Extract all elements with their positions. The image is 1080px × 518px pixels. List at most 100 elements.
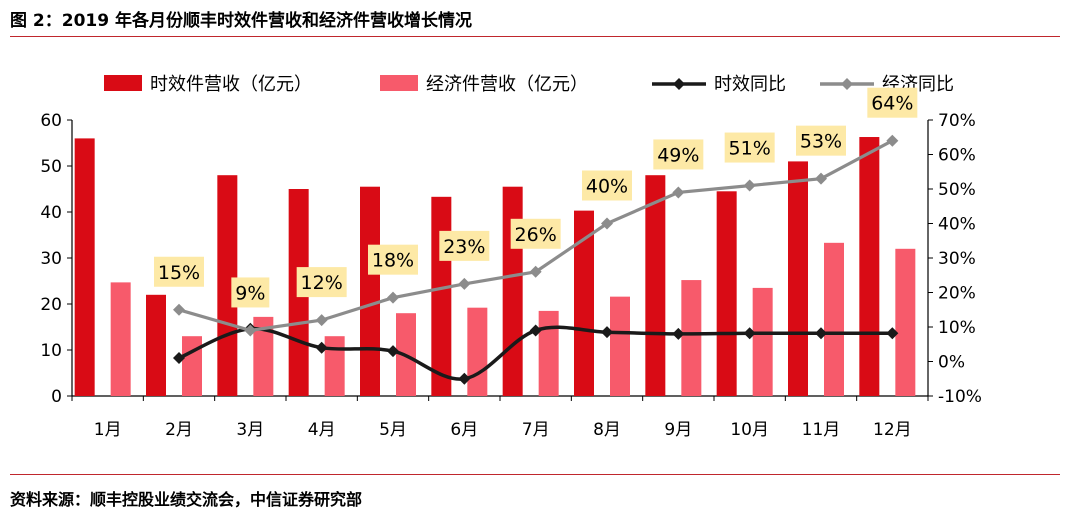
express-yoy-marker [529, 324, 542, 337]
right-tick-label: 20% [938, 284, 976, 304]
x-tick-label: 4月 [308, 420, 336, 440]
chart-legend: 时效件营收（亿元） 经济件营收（亿元） 时效同比 经济同比 [104, 74, 954, 95]
express-yoy-marker [815, 327, 827, 340]
data-label: 49% [657, 144, 699, 166]
x-tick-label: 3月 [236, 420, 264, 440]
data-label-box [439, 230, 490, 261]
express-revenue-bar [502, 186, 523, 396]
economy-yoy-marker [315, 314, 328, 327]
economy-yoy-marker [173, 303, 185, 316]
data-label-box [724, 132, 775, 163]
express-revenue-bar [574, 210, 594, 396]
economy-yoy-marker [886, 134, 899, 147]
right-tick-label: -10% [938, 387, 982, 407]
x-tick-label: 10月 [730, 420, 769, 440]
data-label: 18% [372, 250, 414, 272]
data-label-box [368, 244, 418, 275]
right-tick-label: 30% [938, 249, 976, 269]
right-tick-label: 60% [938, 146, 976, 166]
economy-yoy-marker [672, 186, 685, 199]
economy-revenue-bar [538, 310, 559, 396]
express-yoy-marker [315, 341, 328, 354]
chart-bars [74, 137, 916, 396]
right-tick-label: 0% [938, 353, 965, 373]
x-tick-label: 9月 [664, 420, 692, 440]
data-label: 23% [443, 236, 485, 258]
data-label: 9% [235, 282, 265, 304]
legend-express-revenue-label: 时效件营收（亿元） [150, 74, 312, 95]
data-label-box [510, 218, 561, 249]
economy-yoy-marker [743, 179, 756, 192]
x-tick-label: 2月 [165, 420, 193, 440]
data-label-box [796, 125, 846, 156]
data-label: 26% [515, 224, 557, 246]
economy-revenue-bar [467, 307, 488, 396]
combo-chart: 时效件营收（亿元） 经济件营收（亿元） 时效同比 经济同比 0102030405060… [40, 74, 982, 440]
data-label: 53% [800, 131, 842, 153]
title-rule [10, 36, 1060, 37]
x-tick-label: 11月 [802, 420, 841, 440]
data-label: 12% [301, 272, 343, 294]
legend-economy-revenue-label: 经济件营收（亿元） [426, 74, 588, 95]
legend-express-revenue-swatch [104, 75, 142, 91]
economy-revenue-bar [752, 287, 773, 396]
right-tick-label: 50% [938, 180, 976, 200]
economy-revenue-bar [110, 282, 131, 396]
express-revenue-bar [146, 294, 166, 396]
data-label-box [231, 277, 270, 308]
left-tick-label: 20 [40, 295, 62, 315]
x-tick-label: 7月 [522, 420, 550, 440]
data-label-box [154, 256, 204, 287]
legend-economy-revenue-swatch [380, 75, 418, 91]
economy-yoy-marker [601, 217, 613, 230]
legend-economy-yoy-marker [841, 78, 853, 90]
data-label-box [296, 267, 347, 298]
legend-express-yoy-marker [673, 78, 685, 90]
x-tick-label: 12月 [873, 420, 912, 440]
data-label-box [582, 170, 632, 201]
economy-yoy-marker [458, 277, 471, 290]
right-tick-label: 40% [938, 215, 976, 235]
x-tick-label: 1月 [94, 420, 122, 440]
source-note: 资料来源：顺丰控股业绩交流会，中信证券研究部 [10, 490, 363, 509]
economy-revenue-bar [253, 316, 274, 396]
economy-yoy-marker [244, 324, 257, 337]
express-revenue-bar [74, 138, 95, 396]
express-revenue-bar [431, 196, 452, 396]
economy-yoy-marker [529, 265, 542, 278]
data-label: 15% [158, 262, 200, 284]
x-tick-label: 5月 [379, 420, 407, 440]
economy-revenue-bar [182, 336, 202, 396]
express-yoy-marker [601, 326, 613, 339]
x-tick-label: 6月 [450, 420, 478, 440]
economy-yoy-marker [815, 172, 827, 185]
chart-data-labels: 15% 9% 12% 18% 23% 26% 40% 49% 51% 53% 64% [154, 87, 918, 308]
left-tick-label: 10 [40, 341, 62, 361]
express-revenue-bar [859, 137, 880, 396]
express-revenue-bar [360, 186, 380, 396]
economy-yoy-marker [387, 291, 399, 304]
express-yoy-marker [672, 327, 685, 340]
left-tick-label: 0 [51, 387, 62, 407]
figure-title: 图 2：2019 年各月份顺丰时效件营收和经济件营收增长情况 [10, 11, 472, 31]
express-yoy-marker [743, 327, 756, 340]
chart-axes: 0 10 20 30 40 50 60 -10% 0% 10% 20% 30% 40% 50% 60% 70%… [40, 111, 982, 440]
data-label: 40% [586, 176, 628, 198]
data-label-box [867, 87, 918, 118]
express-yoy-marker [387, 345, 399, 358]
express-revenue-bar [645, 175, 666, 396]
economy-revenue-bar [824, 242, 844, 396]
express-yoy-marker [458, 372, 471, 385]
left-tick-label: 50 [40, 157, 62, 177]
economy-revenue-bar [324, 336, 345, 396]
express-revenue-bar [716, 191, 737, 396]
express-yoy-marker [173, 352, 185, 365]
legend-express-yoy-label: 时效同比 [714, 74, 786, 95]
express-revenue-bar [217, 175, 238, 396]
data-label: 51% [729, 138, 771, 160]
data-label-box [653, 139, 704, 170]
left-tick-label: 30 [40, 249, 62, 269]
data-label: 64% [871, 93, 913, 115]
economy-revenue-bar [895, 248, 916, 396]
express-revenue-bar [788, 161, 808, 396]
